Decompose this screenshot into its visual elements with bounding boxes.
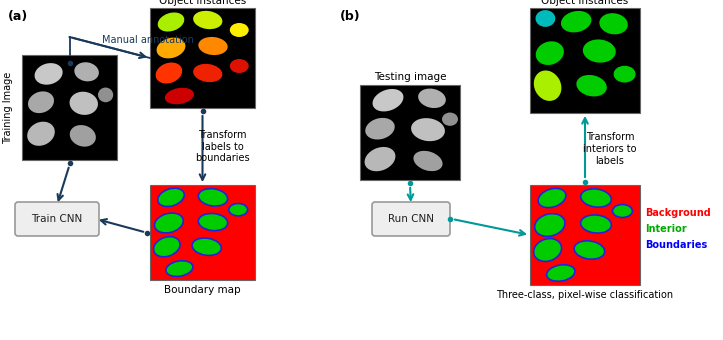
Ellipse shape [230, 23, 249, 37]
Ellipse shape [198, 189, 228, 206]
Text: Train CNN: Train CNN [31, 214, 82, 224]
Ellipse shape [166, 261, 193, 276]
Ellipse shape [581, 189, 612, 207]
Ellipse shape [414, 151, 442, 171]
FancyBboxPatch shape [15, 202, 99, 236]
Ellipse shape [547, 265, 575, 281]
Ellipse shape [411, 118, 445, 141]
Ellipse shape [574, 241, 604, 259]
Ellipse shape [153, 237, 180, 257]
Ellipse shape [599, 13, 628, 34]
Ellipse shape [155, 213, 184, 233]
Ellipse shape [230, 59, 249, 73]
Text: Three-class, pixel-wise classification: Three-class, pixel-wise classification [497, 290, 674, 300]
FancyBboxPatch shape [150, 8, 255, 108]
Ellipse shape [198, 214, 228, 231]
Text: Training Image: Training Image [3, 71, 13, 143]
Ellipse shape [192, 238, 221, 255]
Text: Run CNN: Run CNN [388, 214, 434, 224]
Ellipse shape [612, 204, 633, 218]
Ellipse shape [534, 70, 561, 101]
Ellipse shape [536, 10, 555, 27]
Ellipse shape [534, 239, 562, 261]
Ellipse shape [536, 41, 564, 65]
Text: Boundary map: Boundary map [164, 285, 241, 295]
Text: (b): (b) [340, 10, 361, 23]
Ellipse shape [35, 63, 63, 85]
FancyBboxPatch shape [22, 55, 117, 160]
Ellipse shape [372, 89, 403, 112]
FancyBboxPatch shape [530, 8, 640, 113]
Ellipse shape [27, 122, 55, 146]
Text: Transform
interiors to
labels: Transform interiors to labels [583, 132, 637, 166]
Ellipse shape [583, 39, 616, 63]
Ellipse shape [614, 66, 636, 83]
Text: Manual annotation: Manual annotation [102, 35, 194, 45]
Ellipse shape [538, 188, 566, 208]
Ellipse shape [418, 88, 446, 108]
FancyBboxPatch shape [360, 85, 460, 180]
Ellipse shape [193, 11, 223, 29]
Ellipse shape [364, 147, 395, 171]
Ellipse shape [561, 11, 591, 32]
Text: Object Instances: Object Instances [542, 0, 628, 6]
Ellipse shape [69, 125, 96, 147]
Ellipse shape [165, 88, 194, 104]
FancyBboxPatch shape [150, 185, 255, 280]
Ellipse shape [98, 87, 114, 102]
Text: Transform
labels to
boundaries: Transform labels to boundaries [195, 130, 250, 163]
Text: Interior: Interior [645, 224, 687, 234]
Text: Testing image: Testing image [374, 72, 446, 82]
Text: (a): (a) [8, 10, 28, 23]
Ellipse shape [228, 204, 248, 216]
FancyBboxPatch shape [372, 202, 450, 236]
Ellipse shape [158, 188, 184, 206]
Ellipse shape [193, 64, 223, 82]
FancyBboxPatch shape [530, 185, 640, 285]
Ellipse shape [534, 214, 565, 236]
Text: Background: Background [645, 208, 711, 218]
Text: Object Instances: Object Instances [159, 0, 246, 6]
Ellipse shape [74, 62, 99, 81]
Ellipse shape [581, 215, 612, 233]
Ellipse shape [365, 118, 395, 139]
Ellipse shape [442, 113, 458, 126]
Ellipse shape [158, 13, 184, 32]
Ellipse shape [69, 92, 98, 115]
Ellipse shape [198, 37, 228, 55]
Ellipse shape [28, 91, 54, 113]
Text: Boundaries: Boundaries [645, 240, 707, 250]
Ellipse shape [155, 63, 182, 84]
Ellipse shape [576, 75, 607, 97]
Ellipse shape [157, 38, 185, 58]
